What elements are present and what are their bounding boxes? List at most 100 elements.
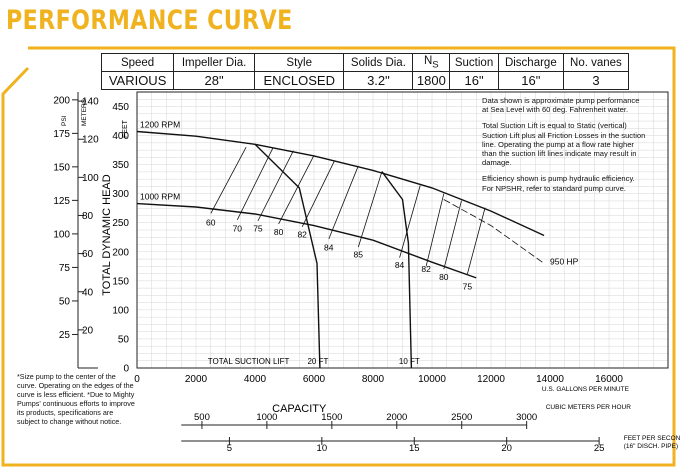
x-tick-label: 10000 [418, 374, 446, 385]
x-tick-label: 0 [134, 374, 140, 385]
psi-tick-label: 200 [53, 95, 70, 106]
page-title: PERFORMANCE CURVE [6, 5, 293, 36]
y-axis-label: TOTAL DYNAMIC HEAD [101, 174, 113, 295]
psi-tick-label: 100 [53, 229, 70, 240]
spec-header-suction: Suction [449, 53, 499, 72]
psi-tick-label: 75 [59, 263, 71, 274]
secondary-axis-sublabel: (16" DISCH. PIPE) [624, 443, 678, 450]
secondary-tick-label: 25 [594, 443, 605, 454]
footnote: *Size pump to the center of the curve. O… [17, 372, 135, 426]
specs-table: Speed Impeller Dia. Style Solids Dia. NS… [100, 53, 630, 90]
hp-line [443, 199, 545, 264]
spec-header-impeller: Impeller Dia. [173, 53, 255, 72]
suction-lift-line [254, 143, 321, 369]
y-tick-label: 300 [112, 189, 129, 200]
head-curve [136, 202, 477, 279]
secondary-tick-label: 10 [317, 443, 328, 454]
spec-value-speed: VARIOUS [100, 71, 175, 90]
efficiency-label: 70 [233, 224, 243, 234]
secondary-tick-label: 20 [501, 443, 512, 454]
suction-lift-title: TOTAL SUCTION LIFT [208, 357, 290, 366]
efficiency-label: 82 [297, 229, 307, 239]
meters-tick-label: 80 [82, 211, 94, 222]
secondary-tick-label: 3000 [516, 412, 537, 423]
efficiency-label: 80 [439, 272, 449, 282]
secondary-axis-label: CUBIC METERS PER HOUR [546, 404, 632, 411]
spec-header-discharge: Discharge [497, 53, 564, 72]
suction-lift-line [381, 171, 413, 369]
efficiency-line [399, 185, 421, 258]
psi-tick-label: 175 [53, 129, 70, 140]
efficiency-label: 82 [421, 264, 431, 274]
secondary-tick-label: 2000 [386, 412, 407, 423]
y-tick-label: 450 [112, 102, 129, 113]
efficiency-line [425, 193, 445, 267]
y-tick-label: 350 [112, 160, 129, 171]
hp-label: 950 HP [550, 257, 579, 267]
secondary-tick-label: 15 [409, 443, 420, 454]
meters-tick-label: 100 [82, 173, 99, 184]
efficiency-line [236, 148, 274, 220]
y-tick-label: 200 [112, 247, 129, 258]
suction-lift-label: 10 FT [399, 357, 420, 366]
meters-tick-label: 120 [82, 135, 99, 146]
x-unit-label: U.S. GALLONS PER MINUTE [542, 386, 630, 393]
secondary-axis-label: FEET PER SECOND [624, 435, 680, 442]
efficiency-note: Efficiency shown is pump hydraulic effic… [482, 174, 635, 193]
meters-tick-label: 40 [82, 287, 94, 298]
efficiency-label: 84 [324, 243, 334, 253]
y-tick-label: 250 [112, 218, 129, 229]
efficiency-label: 84 [395, 260, 405, 270]
suction-note: Total Suction Lift is equal to Static (v… [482, 121, 646, 168]
head-curve [136, 130, 545, 237]
efficiency-label: 80 [274, 227, 284, 237]
data-note: Data shown is approximate pump performan… [482, 96, 640, 115]
psi-tick-label: 125 [53, 196, 70, 207]
spec-value-solids: 3.2" [343, 71, 414, 90]
y-tick-label: 100 [112, 305, 129, 316]
y-tick-label: 150 [112, 276, 129, 287]
x-axis-label: CAPACITY [272, 403, 327, 415]
meters-tick-label: 60 [82, 249, 94, 260]
psi-tick-label: 25 [59, 330, 71, 341]
secondary-tick-label: 5 [227, 443, 232, 454]
efficiency-line [278, 155, 315, 225]
psi-tick-label: 50 [59, 296, 71, 307]
secondary-tick-label: 1000 [256, 412, 277, 423]
specs-header-row: Speed Impeller Dia. Style Solids Dia. NS… [100, 53, 630, 72]
spec-value-ns: 1800 [412, 71, 451, 90]
meters-tick-label: 140 [82, 97, 99, 108]
efficiency-line [328, 165, 359, 240]
spec-header-ns: NS [412, 53, 451, 72]
spec-header-ns-sub: S [432, 59, 439, 71]
spec-header-solids: Solids Dia. [343, 53, 414, 72]
secondary-tick-label: 2500 [451, 412, 472, 423]
psi-axis-label: PSI [61, 115, 68, 126]
efficiency-line [257, 150, 294, 222]
y-tick-label: 50 [118, 334, 130, 345]
series-label: 1000 RPM [140, 192, 180, 202]
efficiency-label: 75 [253, 224, 263, 234]
efficiency-label: 85 [354, 250, 364, 260]
spec-header-speed: Speed [100, 53, 175, 72]
y-tick-label: 0 [123, 364, 129, 375]
secondary-tick-label: 1500 [321, 412, 342, 423]
plot-border [136, 91, 669, 369]
secondary-tick-label: 500 [194, 412, 210, 423]
info-notes: Data shown is approximate pump performan… [482, 96, 647, 200]
spec-value-style: ENCLOSED [253, 71, 345, 90]
spec-header-ns-main: N [423, 54, 433, 67]
y-tick-label: 400 [112, 131, 129, 142]
x-tick-label: 6000 [303, 374, 326, 385]
efficiency-line [467, 207, 486, 275]
psi-tick-label: 150 [53, 162, 70, 173]
x-tick-label: 16000 [595, 374, 623, 385]
efficiency-line [357, 171, 383, 248]
x-tick-label: 4000 [244, 374, 267, 385]
spec-value-discharge: 16" [497, 71, 564, 90]
meters-tick-label: 20 [82, 325, 94, 336]
spec-value-impeller: 28" [173, 71, 255, 90]
x-tick-label: 2000 [185, 374, 208, 385]
spec-value-vanes: 3 [562, 71, 630, 90]
